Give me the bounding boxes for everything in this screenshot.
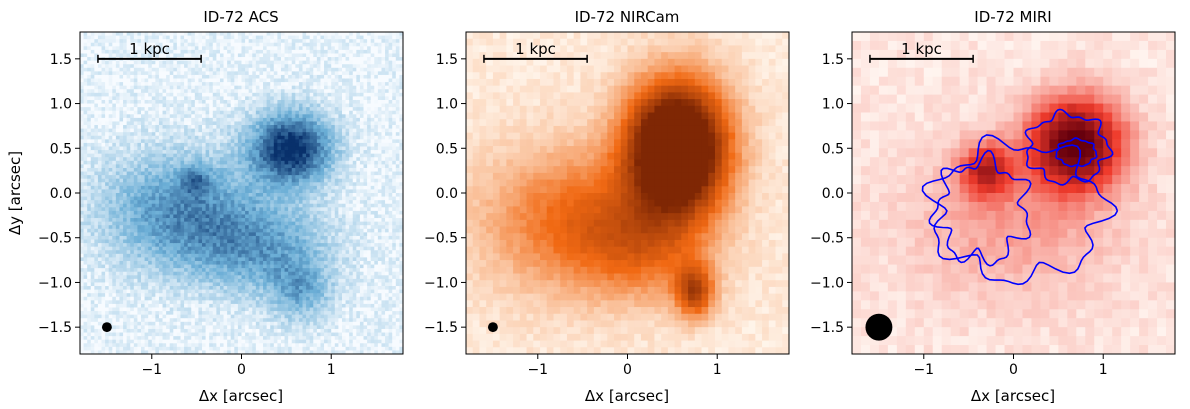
y-tick-label: 0.5 — [436, 141, 458, 157]
y-tick-label: −1.0 — [38, 275, 72, 291]
beam-circle — [101, 322, 112, 333]
y-tick-label: 1.5 — [50, 52, 72, 68]
scalebar: 1 kpc — [483, 40, 588, 63]
x-tick-label: −1 — [141, 362, 162, 378]
panel-nircam: ID-72 NIRCam −1 0 1 −1.5 −1.0 −0.5 0.0 0.5 1.0 1… — [424, 8, 790, 405]
y-tick-label: −1.5 — [810, 320, 844, 336]
scalebar-label: 1 kpc — [515, 40, 556, 58]
panel-title: ID-72 MIRI — [974, 8, 1051, 26]
beam-circle — [487, 322, 498, 333]
x-tick-label: 1 — [713, 362, 722, 378]
x-tick-label: 1 — [1099, 362, 1108, 378]
contour-line — [1055, 137, 1098, 168]
y-tick-label: −1.0 — [424, 275, 458, 291]
x-tick-label: −1 — [527, 362, 548, 378]
y-tick-label: −0.5 — [424, 231, 458, 247]
y-tick-label: 0.0 — [50, 186, 72, 202]
y-tick-label: 1.0 — [436, 97, 458, 113]
y-tick-label: −1.5 — [424, 320, 458, 336]
panel-title: ID-72 ACS — [203, 8, 278, 26]
x-tick-label: 0 — [237, 362, 246, 378]
image-layer — [852, 32, 1175, 354]
x-axis-label: Δx [arcsec] — [971, 387, 1055, 405]
y-tick-label: 0.5 — [822, 141, 844, 157]
x-ticks: −1 0 1 — [527, 354, 722, 378]
scalebar-label: 1 kpc — [901, 40, 942, 58]
beam-marker — [487, 322, 498, 333]
image-layer — [80, 32, 403, 354]
y-tick-label: −0.5 — [38, 231, 72, 247]
contour-line — [928, 149, 1032, 267]
contour-layer — [921, 108, 1119, 286]
x-axis-label: Δx [arcsec] — [199, 387, 283, 405]
y-ticks: −1.5 −1.0 −0.5 0.0 0.5 1.0 1.5 — [424, 52, 466, 336]
y-tick-label: −0.5 — [810, 231, 844, 247]
panel-miri: ID-72 MIRI −1 0 1 −1.5 −1.0 −0.5 0.0 0.5 1.0 1.5… — [810, 8, 1176, 405]
x-tick-label: −1 — [913, 362, 934, 378]
panel-acs: ID-72 ACS −1 0 1 −1.5−1.0−0.50.00.51.01.5 … — [6, 8, 404, 405]
x-ticks: −1 0 1 — [141, 354, 336, 378]
y-ticks: −1.5 −1.0 −0.5 0.0 0.5 1.0 1.5 — [38, 52, 80, 336]
y-tick-label: 0.0 — [822, 186, 844, 202]
beam-marker — [101, 322, 112, 333]
contour-line — [1024, 108, 1114, 186]
scalebar: 1 kpc — [869, 40, 974, 63]
x-ticks: −1 0 1 — [913, 354, 1108, 378]
y-tick-label: 1.0 — [822, 97, 844, 113]
y-tick-label: 1.5 — [822, 52, 844, 68]
y-tick-label: 1.5 — [436, 52, 458, 68]
image-layer — [466, 32, 789, 354]
contour-line — [921, 134, 1119, 286]
y-tick-label: −1.5 — [38, 320, 72, 336]
x-tick-label: 0 — [623, 362, 632, 378]
scalebar: 1 kpc — [97, 40, 202, 63]
x-tick-label: 1 — [327, 362, 336, 378]
x-axis-label: Δx [arcsec] — [585, 387, 669, 405]
beam-circle — [865, 313, 893, 341]
y-tick-label: 1.0 — [50, 97, 72, 113]
y-tick-label: 0.5 — [50, 141, 72, 157]
y-axis-label: Δy [arcsec] — [6, 151, 24, 235]
y-tick-label: −1.0 — [810, 275, 844, 291]
y-tick-label: 0.0 — [436, 186, 458, 202]
y-ticks: −1.5 −1.0 −0.5 0.0 0.5 1.0 1.5 — [810, 52, 852, 336]
beam-marker — [865, 313, 893, 341]
panel-title: ID-72 NIRCam — [575, 8, 680, 26]
x-tick-label: 0 — [1009, 362, 1018, 378]
scalebar-label: 1 kpc — [129, 40, 170, 58]
